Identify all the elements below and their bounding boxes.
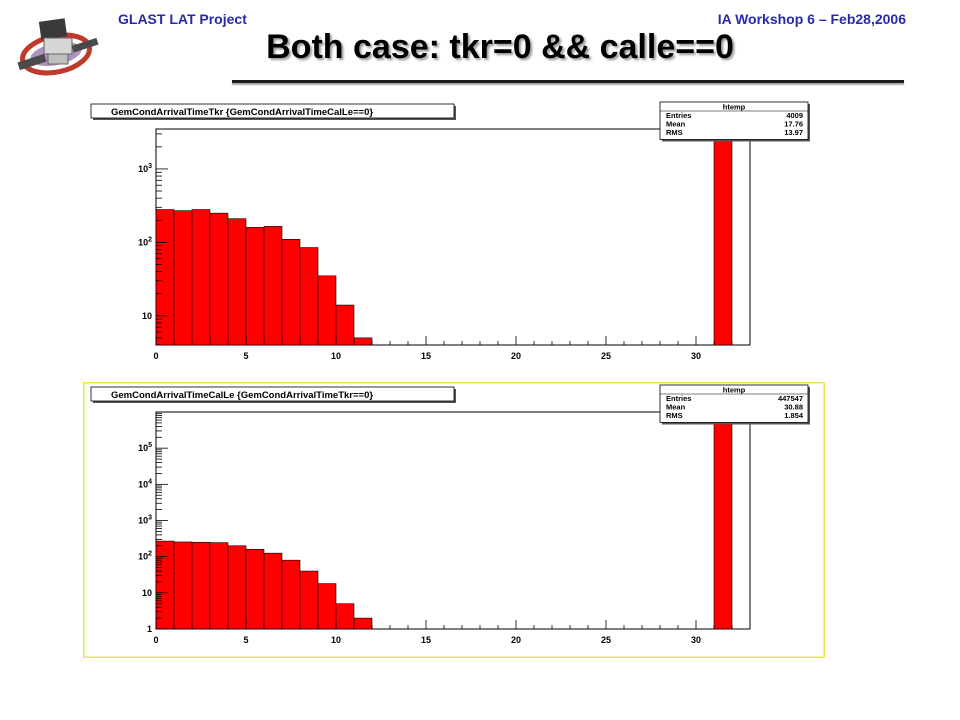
y-tick-label: 102 bbox=[138, 236, 152, 247]
stats-label: Entries bbox=[666, 111, 691, 120]
x-tick-label: 0 bbox=[153, 635, 158, 645]
stats-box bbox=[659, 384, 809, 423]
stats-value: 447547 bbox=[778, 394, 803, 403]
stats-label: Entries bbox=[666, 394, 691, 403]
histogram-bar bbox=[245, 227, 265, 346]
x-tick-label: 0 bbox=[153, 351, 158, 361]
histogram-bar bbox=[713, 411, 733, 630]
stats-value: 13.97 bbox=[784, 128, 803, 137]
y-tick-label: 105 bbox=[138, 442, 152, 453]
histogram-bar bbox=[191, 541, 211, 630]
histogram-bar bbox=[173, 210, 193, 346]
histogram-tkr-chart: 0 5 10 15 20 25 30 10 102 103 GemCondArrivalTimeTk… bbox=[83, 99, 825, 369]
histogram-bar bbox=[245, 548, 265, 630]
y-tick-label: 104 bbox=[138, 478, 152, 489]
histogram-panel-calle[interactable]: 0 5 10 15 20 25 30 1 10 102 103 104 105 GemCondArriva… bbox=[83, 382, 825, 658]
histogram-bar bbox=[713, 128, 733, 346]
stats-box bbox=[659, 101, 809, 140]
histogram-bar bbox=[227, 218, 247, 346]
histogram-bar bbox=[173, 541, 193, 630]
histogram-title: GemCondArrivalTimeTkr {GemCondArrivalTim… bbox=[111, 107, 373, 118]
x-tick-label: 15 bbox=[421, 351, 431, 361]
stats-label: RMS bbox=[666, 411, 683, 420]
histogram-bar bbox=[209, 212, 229, 346]
header-project: GLAST LAT Project bbox=[118, 11, 247, 27]
histogram-bar bbox=[281, 559, 301, 630]
slide-title: Both case: tkr=0 && calle==0 bbox=[266, 28, 734, 66]
histogram-bar bbox=[299, 247, 319, 346]
x-tick-label: 5 bbox=[243, 635, 248, 645]
histogram-title: GemCondArrivalTimeCalLe {GemCondArrivalT… bbox=[111, 390, 373, 401]
y-tick-label: 1 bbox=[147, 624, 152, 634]
x-tick-label: 10 bbox=[331, 351, 341, 361]
header-workshop-date: IA Workshop 6 – Feb28,2006 bbox=[717, 11, 906, 27]
stats-value: 30.88 bbox=[784, 403, 803, 412]
x-tick-label: 10 bbox=[331, 635, 341, 645]
stats-label: Mean bbox=[666, 403, 686, 412]
stats-name: htemp bbox=[723, 103, 746, 112]
histogram-bar bbox=[353, 337, 373, 346]
stats-value: 17.76 bbox=[784, 120, 803, 129]
x-tick-label: 20 bbox=[511, 635, 521, 645]
title-box bbox=[90, 386, 455, 402]
histogram-bar bbox=[227, 545, 247, 630]
histogram-bar bbox=[317, 275, 337, 346]
histogram-bar bbox=[317, 583, 337, 630]
x-tick-label: 30 bbox=[691, 635, 701, 645]
x-tick-label: 15 bbox=[421, 635, 431, 645]
title-rule bbox=[232, 80, 904, 83]
histogram-bar bbox=[281, 239, 301, 346]
stats-name: htemp bbox=[723, 386, 746, 395]
x-tick-label: 20 bbox=[511, 351, 521, 361]
x-tick-label: 25 bbox=[601, 351, 611, 361]
stats-value: 1.854 bbox=[784, 411, 804, 420]
y-tick-label: 10 bbox=[142, 588, 152, 598]
y-tick-label: 10 bbox=[142, 311, 152, 321]
histogram-bar bbox=[209, 542, 229, 630]
histogram-bar bbox=[335, 603, 355, 630]
histogram-bar bbox=[191, 209, 211, 346]
stats-label: RMS bbox=[666, 128, 683, 137]
histogram-calle-chart: 0 5 10 15 20 25 30 1 10 102 103 104 105 GemCondArriva… bbox=[83, 382, 825, 658]
histogram-bar bbox=[263, 552, 283, 630]
y-tick-label: 103 bbox=[138, 163, 152, 174]
glast-satellite-logo-icon bbox=[17, 18, 99, 76]
x-tick-label: 5 bbox=[243, 351, 248, 361]
y-tick-label: 102 bbox=[138, 551, 152, 562]
stats-value: 4009 bbox=[786, 111, 803, 120]
histogram-bar bbox=[155, 540, 175, 630]
histogram-bar bbox=[299, 570, 319, 630]
histogram-bar bbox=[353, 617, 373, 630]
stats-label: Mean bbox=[666, 120, 686, 129]
histogram-bar bbox=[155, 209, 175, 346]
x-tick-label: 30 bbox=[691, 351, 701, 361]
histogram-panel-tkr[interactable]: 0 5 10 15 20 25 30 10 102 103 GemCondArrivalTimeTk… bbox=[83, 99, 825, 369]
y-tick-label: 103 bbox=[138, 515, 152, 526]
title-box bbox=[90, 103, 455, 119]
histogram-bar bbox=[335, 304, 355, 346]
x-tick-label: 25 bbox=[601, 635, 611, 645]
histogram-bar bbox=[263, 226, 283, 346]
